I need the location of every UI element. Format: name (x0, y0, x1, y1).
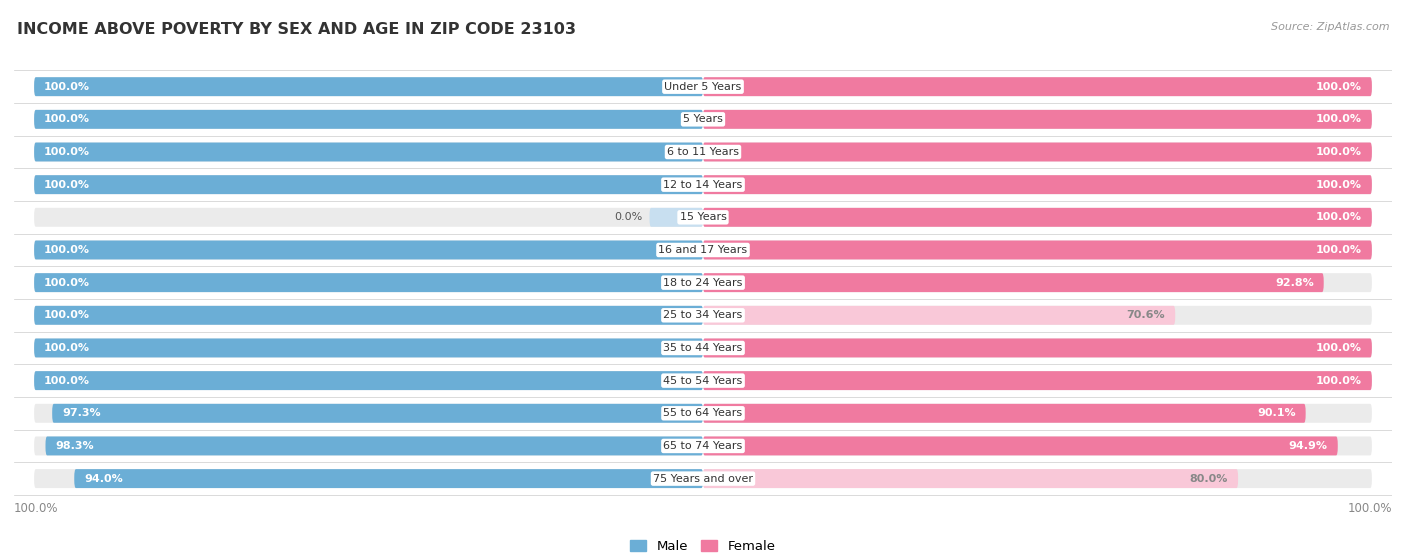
FancyBboxPatch shape (34, 371, 703, 390)
FancyBboxPatch shape (34, 175, 703, 194)
Text: 90.1%: 90.1% (1257, 408, 1295, 418)
FancyBboxPatch shape (703, 404, 1306, 423)
FancyBboxPatch shape (45, 437, 703, 456)
Text: 45 to 54 Years: 45 to 54 Years (664, 376, 742, 386)
Text: 35 to 44 Years: 35 to 44 Years (664, 343, 742, 353)
FancyBboxPatch shape (52, 404, 703, 423)
FancyBboxPatch shape (703, 273, 1372, 292)
Legend: Male, Female: Male, Female (630, 540, 776, 553)
Text: 100.0%: 100.0% (1316, 245, 1362, 255)
FancyBboxPatch shape (703, 77, 1372, 96)
Text: 12 to 14 Years: 12 to 14 Years (664, 179, 742, 190)
Text: 0.0%: 0.0% (614, 212, 643, 222)
Text: 100.0%: 100.0% (1347, 502, 1392, 515)
FancyBboxPatch shape (703, 469, 1239, 488)
FancyBboxPatch shape (703, 339, 1372, 357)
Text: 100.0%: 100.0% (1316, 82, 1362, 92)
FancyBboxPatch shape (650, 208, 703, 227)
FancyBboxPatch shape (703, 437, 1372, 456)
FancyBboxPatch shape (34, 175, 703, 194)
FancyBboxPatch shape (703, 110, 1372, 129)
FancyBboxPatch shape (703, 143, 1372, 162)
Text: 98.3%: 98.3% (55, 441, 94, 451)
FancyBboxPatch shape (703, 175, 1372, 194)
Text: 100.0%: 100.0% (1316, 115, 1362, 124)
Text: 92.8%: 92.8% (1275, 278, 1313, 288)
Text: 97.3%: 97.3% (62, 408, 101, 418)
FancyBboxPatch shape (34, 273, 703, 292)
Text: 100.0%: 100.0% (44, 82, 90, 92)
FancyBboxPatch shape (34, 273, 703, 292)
FancyBboxPatch shape (34, 77, 703, 96)
FancyBboxPatch shape (34, 404, 703, 423)
FancyBboxPatch shape (703, 110, 1372, 129)
Text: 100.0%: 100.0% (44, 147, 90, 157)
FancyBboxPatch shape (703, 240, 1372, 259)
Text: 15 Years: 15 Years (679, 212, 727, 222)
Text: INCOME ABOVE POVERTY BY SEX AND AGE IN ZIP CODE 23103: INCOME ABOVE POVERTY BY SEX AND AGE IN Z… (17, 22, 576, 37)
Text: 100.0%: 100.0% (44, 310, 90, 320)
Text: 70.6%: 70.6% (1126, 310, 1166, 320)
Text: 100.0%: 100.0% (14, 502, 59, 515)
FancyBboxPatch shape (34, 469, 703, 488)
FancyBboxPatch shape (75, 469, 703, 488)
FancyBboxPatch shape (34, 306, 703, 325)
FancyBboxPatch shape (34, 437, 703, 456)
Text: Under 5 Years: Under 5 Years (665, 82, 741, 92)
FancyBboxPatch shape (703, 208, 1372, 227)
FancyBboxPatch shape (703, 77, 1372, 96)
FancyBboxPatch shape (703, 143, 1372, 162)
Text: Source: ZipAtlas.com: Source: ZipAtlas.com (1271, 22, 1389, 32)
Text: 100.0%: 100.0% (1316, 343, 1362, 353)
Text: 100.0%: 100.0% (44, 179, 90, 190)
Text: 100.0%: 100.0% (44, 278, 90, 288)
FancyBboxPatch shape (34, 110, 703, 129)
Text: 16 and 17 Years: 16 and 17 Years (658, 245, 748, 255)
FancyBboxPatch shape (703, 371, 1372, 390)
Text: 55 to 64 Years: 55 to 64 Years (664, 408, 742, 418)
FancyBboxPatch shape (703, 404, 1372, 423)
Text: 100.0%: 100.0% (44, 115, 90, 124)
FancyBboxPatch shape (703, 240, 1372, 259)
Text: 25 to 34 Years: 25 to 34 Years (664, 310, 742, 320)
FancyBboxPatch shape (34, 240, 703, 259)
Text: 100.0%: 100.0% (1316, 212, 1362, 222)
Text: 5 Years: 5 Years (683, 115, 723, 124)
FancyBboxPatch shape (34, 208, 703, 227)
Text: 100.0%: 100.0% (1316, 179, 1362, 190)
FancyBboxPatch shape (703, 273, 1323, 292)
Text: 100.0%: 100.0% (44, 343, 90, 353)
FancyBboxPatch shape (703, 469, 1372, 488)
FancyBboxPatch shape (703, 175, 1372, 194)
FancyBboxPatch shape (34, 143, 703, 162)
Text: 65 to 74 Years: 65 to 74 Years (664, 441, 742, 451)
FancyBboxPatch shape (34, 143, 703, 162)
Text: 18 to 24 Years: 18 to 24 Years (664, 278, 742, 288)
Text: 100.0%: 100.0% (44, 376, 90, 386)
FancyBboxPatch shape (34, 77, 703, 96)
FancyBboxPatch shape (703, 339, 1372, 357)
FancyBboxPatch shape (703, 208, 1372, 227)
FancyBboxPatch shape (703, 306, 1372, 325)
Text: 75 Years and over: 75 Years and over (652, 473, 754, 484)
Text: 100.0%: 100.0% (1316, 147, 1362, 157)
Text: 94.0%: 94.0% (84, 473, 124, 484)
Text: 100.0%: 100.0% (1316, 376, 1362, 386)
FancyBboxPatch shape (34, 339, 703, 357)
FancyBboxPatch shape (34, 240, 703, 259)
FancyBboxPatch shape (34, 339, 703, 357)
Text: 6 to 11 Years: 6 to 11 Years (666, 147, 740, 157)
FancyBboxPatch shape (703, 437, 1337, 456)
Text: 94.9%: 94.9% (1289, 441, 1327, 451)
Text: 80.0%: 80.0% (1189, 473, 1227, 484)
FancyBboxPatch shape (703, 306, 1175, 325)
FancyBboxPatch shape (34, 371, 703, 390)
Text: 100.0%: 100.0% (44, 245, 90, 255)
FancyBboxPatch shape (34, 306, 703, 325)
FancyBboxPatch shape (703, 371, 1372, 390)
FancyBboxPatch shape (34, 110, 703, 129)
